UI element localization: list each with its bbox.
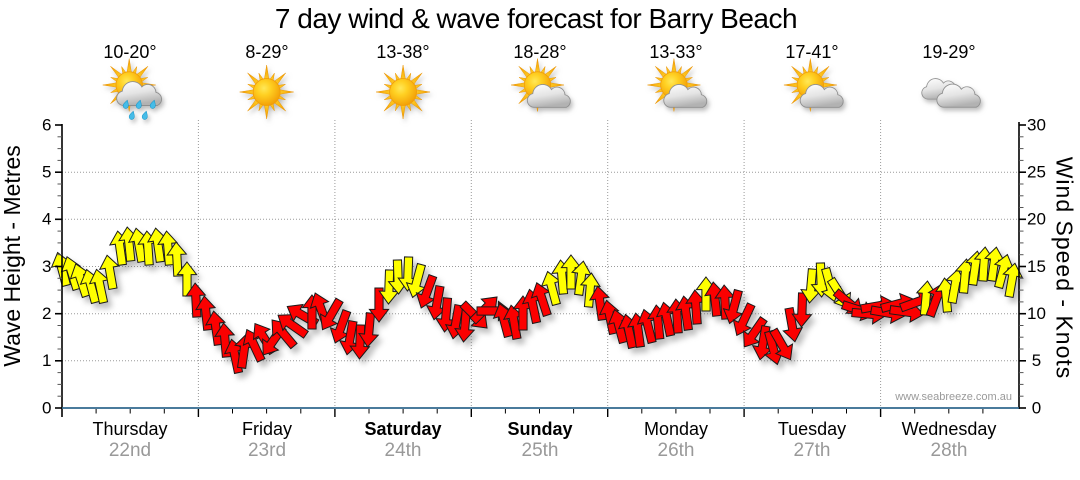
svg-text:Wind Speed - Knots: Wind Speed - Knots <box>1052 157 1078 380</box>
svg-text:18-28°: 18-28° <box>513 42 566 62</box>
svg-text:15: 15 <box>1027 257 1046 276</box>
svg-text:5: 5 <box>1032 351 1041 370</box>
svg-text:Tuesday: Tuesday <box>778 419 846 439</box>
svg-text:Wednesday: Wednesday <box>902 419 997 439</box>
svg-text:10: 10 <box>1027 304 1046 323</box>
svg-text:0: 0 <box>1032 398 1041 417</box>
svg-text:10-20°: 10-20° <box>103 42 156 62</box>
svg-text:17-41°: 17-41° <box>785 42 838 62</box>
svg-text:5: 5 <box>42 163 51 182</box>
svg-text:20: 20 <box>1027 210 1046 229</box>
svg-text:25: 25 <box>1027 163 1046 182</box>
svg-text:Thursday: Thursday <box>92 419 167 439</box>
svg-text:30: 30 <box>1027 115 1046 134</box>
svg-text:1: 1 <box>42 351 51 370</box>
svg-text:0: 0 <box>42 398 51 417</box>
svg-text:25th: 25th <box>522 440 559 461</box>
svg-text:28th: 28th <box>931 440 968 461</box>
svg-text:22nd: 22nd <box>109 440 151 461</box>
svg-text:4: 4 <box>42 210 51 229</box>
svg-text:2: 2 <box>42 304 51 323</box>
svg-text:27th: 27th <box>794 440 831 461</box>
svg-text:24th: 24th <box>385 440 422 461</box>
svg-text:7 day wind & wave forecast for: 7 day wind & wave forecast for Barry Bea… <box>275 3 797 34</box>
svg-text:8-29°: 8-29° <box>245 42 288 62</box>
svg-text:13-33°: 13-33° <box>649 42 702 62</box>
svg-text:Wave Height - Metres: Wave Height - Metres <box>0 145 25 367</box>
svg-text:Saturday: Saturday <box>364 419 441 439</box>
svg-text:13-38°: 13-38° <box>376 42 429 62</box>
svg-text:3: 3 <box>42 257 51 276</box>
svg-text:6: 6 <box>42 115 51 134</box>
svg-text:26th: 26th <box>658 440 695 461</box>
svg-text:Friday: Friday <box>242 419 292 439</box>
svg-text:19-29°: 19-29° <box>922 42 975 62</box>
svg-text:23rd: 23rd <box>248 440 286 461</box>
svg-text:www.seabreeze.com.au: www.seabreeze.com.au <box>894 391 1012 403</box>
svg-text:Sunday: Sunday <box>507 419 572 439</box>
svg-text:Monday: Monday <box>644 419 708 439</box>
